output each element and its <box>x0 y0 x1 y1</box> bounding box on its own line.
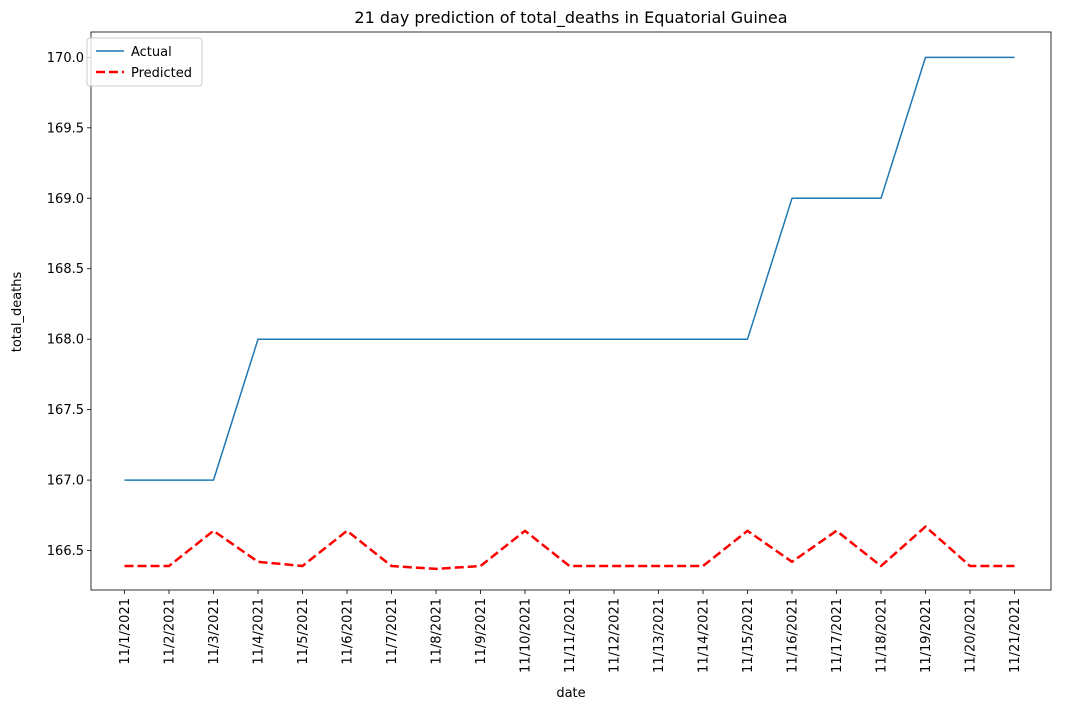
x-tick-label: 11/17/2021 <box>830 598 845 673</box>
legend-label-actual: Actual <box>131 45 172 60</box>
y-tick-label: 170.0 <box>47 51 84 66</box>
x-tick-label: 11/13/2021 <box>652 598 667 673</box>
y-tick-label: 168.0 <box>47 333 84 348</box>
x-tick-label: 11/8/2021 <box>430 598 445 665</box>
x-tick-label: 11/10/2021 <box>519 598 534 673</box>
x-tick-label: 11/21/2021 <box>1008 598 1023 673</box>
x-tick-label: 11/1/2021 <box>118 598 133 665</box>
series-line-predicted <box>124 525 1015 571</box>
x-tick-label: 11/4/2021 <box>252 598 267 665</box>
x-tick-label: 11/20/2021 <box>964 598 979 673</box>
legend-box <box>86 37 203 87</box>
y-tick-label: 169.0 <box>47 192 84 207</box>
y-axis-label: total_deaths <box>10 272 25 353</box>
x-tick-label: 11/16/2021 <box>786 598 801 673</box>
x-tick-label: 11/2/2021 <box>163 598 178 665</box>
plot-area <box>90 31 1052 591</box>
y-tick-label: 168.5 <box>47 262 84 277</box>
x-axis: 11/1/2021 11/2/2021 11/3/2021 11/4/2021 11/5… <box>118 590 1023 673</box>
series-layer <box>124 56 1015 571</box>
x-tick-label: 11/12/2021 <box>608 598 623 673</box>
x-tick-label: 11/19/2021 <box>919 598 934 673</box>
y-tick-label: 166.5 <box>47 544 84 559</box>
y-tick-label: 169.5 <box>47 121 84 136</box>
x-tick-label: 11/9/2021 <box>474 598 489 665</box>
x-tick-label: 11/3/2021 <box>207 598 222 665</box>
x-tick-label: 11/14/2021 <box>697 598 712 673</box>
y-tick-label: 167.0 <box>47 474 84 489</box>
x-tick-label: 11/7/2021 <box>385 598 400 665</box>
x-tick-label: 11/6/2021 <box>341 598 356 665</box>
x-tick-label: 11/5/2021 <box>296 598 311 665</box>
legend-label-predicted: Predicted <box>131 66 192 81</box>
y-tick-label: 167.5 <box>47 403 84 418</box>
series-line-actual <box>124 56 1015 481</box>
x-tick-label: 11/15/2021 <box>741 598 756 673</box>
x-tick-label: 11/18/2021 <box>875 598 890 673</box>
legend: Actual Predicted <box>86 37 203 87</box>
x-tick-label: 11/11/2021 <box>563 598 578 673</box>
x-axis-label: date <box>556 686 585 701</box>
y-axis: 166.5 167.0 167.5 168.0 168.5 169.0 169.5 170.0 <box>47 51 91 559</box>
chart-title: 21 day prediction of total_deaths in Equ… <box>354 8 787 28</box>
